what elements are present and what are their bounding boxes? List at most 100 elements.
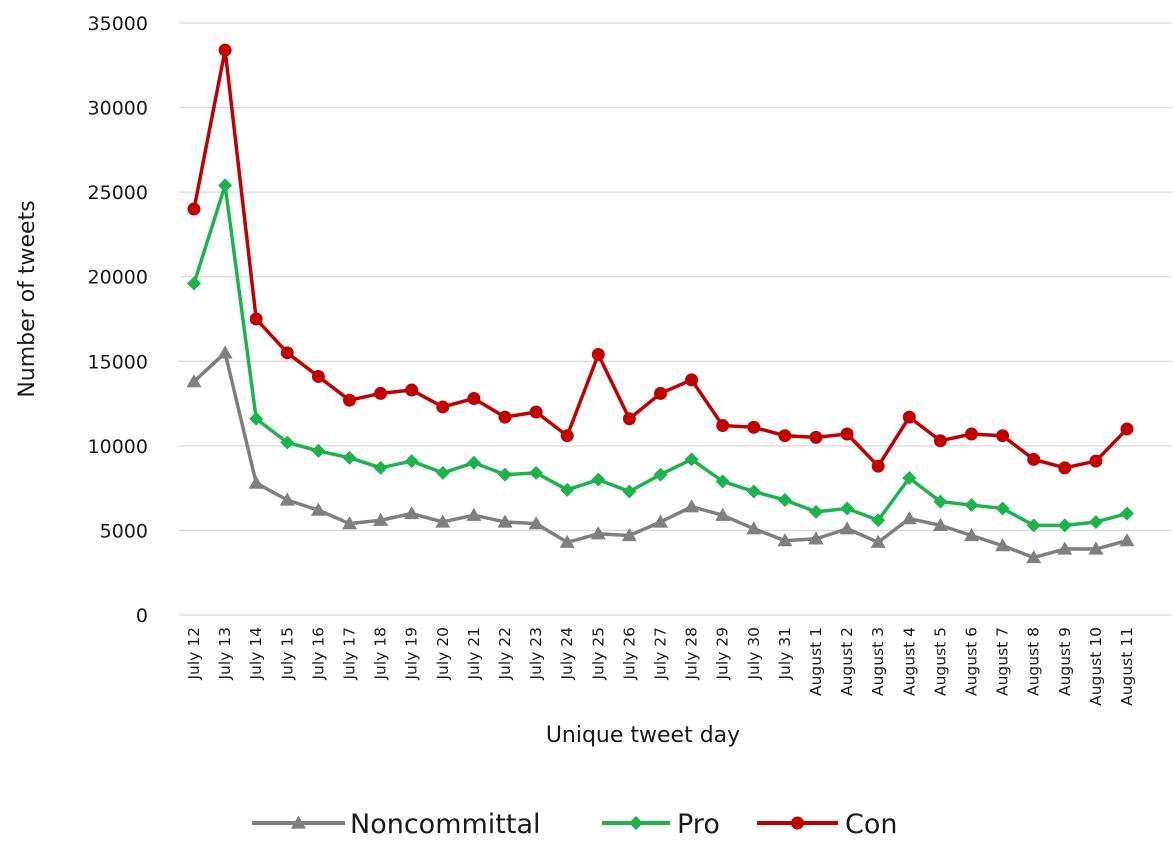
data-point (996, 429, 1010, 443)
data-point (965, 427, 978, 441)
data-point (528, 516, 544, 530)
data-point (964, 528, 979, 542)
legend-item-pro: Pro (602, 809, 720, 840)
legend: Noncommittal Pro Con (252, 809, 897, 840)
data-point (280, 435, 295, 450)
x-tick-label: August 3 (869, 627, 887, 696)
data-point (1026, 518, 1041, 533)
data-point (1057, 541, 1073, 555)
data-point (187, 202, 201, 216)
data-point (622, 484, 637, 499)
data-point (311, 370, 325, 384)
x-tick-label: August 6 (963, 627, 981, 696)
data-point (653, 467, 668, 482)
data-point (932, 517, 948, 531)
x-tick-label: July 21 (465, 627, 483, 681)
x-tick-label: July 28 (683, 627, 701, 681)
legend-label: Noncommittal (350, 809, 541, 840)
legend-item-noncommittal: Noncommittal (252, 809, 541, 840)
data-point (871, 513, 886, 528)
x-tick-label: July 29 (714, 627, 732, 681)
data-point (591, 348, 605, 362)
data-point (809, 430, 823, 444)
data-point (311, 443, 326, 458)
data-point (467, 391, 481, 405)
data-point (777, 533, 793, 547)
data-point (902, 470, 917, 485)
y-axis-title: Number of tweets (15, 200, 40, 397)
data-point (839, 521, 855, 535)
x-tick-label: July 15 (278, 627, 296, 681)
data-point (498, 467, 512, 482)
y-tick-label: 5000 (100, 520, 148, 542)
x-tick-label: July 17 (341, 627, 359, 681)
data-point (1088, 541, 1104, 555)
x-tick-label: July 14 (247, 627, 265, 681)
data-point (840, 501, 855, 516)
data-point (777, 492, 792, 507)
data-point (342, 450, 357, 465)
x-tick-label: August 9 (1056, 627, 1074, 696)
x-tick-label: August 1 (807, 627, 825, 696)
data-point (559, 534, 575, 548)
x-tick-label: August 8 (1025, 627, 1043, 696)
data-point (466, 455, 481, 470)
x-tick-label: July 24 (558, 627, 576, 681)
x-tick-label: August 7 (994, 627, 1012, 696)
x-tick-label: July 27 (652, 627, 670, 681)
data-point (435, 465, 450, 480)
data-point (218, 178, 233, 193)
legend-label: Con (845, 809, 897, 840)
x-tick-label: August 2 (838, 627, 856, 696)
y-tick-label: 20000 (88, 267, 148, 289)
x-axis-title: Unique tweet day (546, 723, 740, 748)
series-noncommittal (186, 345, 1135, 564)
x-tick-label: July 13 (216, 627, 234, 681)
data-point (964, 498, 979, 513)
legend-marker (629, 816, 643, 830)
legend-marker (291, 815, 306, 829)
data-point (1058, 461, 1072, 475)
data-point (405, 383, 419, 397)
data-point (778, 429, 792, 443)
data-point (809, 504, 823, 519)
x-tick-label: July 19 (403, 627, 421, 681)
x-tick-label: July 31 (776, 627, 794, 681)
legend-marker (791, 816, 804, 830)
data-point (404, 454, 419, 469)
data-point (933, 434, 947, 448)
data-point (995, 501, 1010, 516)
y-tick-label: 15000 (88, 351, 148, 373)
x-axis-ticks: July 12 July 13 July 14 July 15 July 16 July … (185, 627, 1136, 706)
data-point (870, 534, 886, 548)
data-point (560, 482, 575, 497)
data-point (840, 427, 854, 441)
legend-label: Pro (677, 809, 720, 840)
x-tick-label: July 12 (185, 627, 203, 681)
data-point (529, 465, 544, 480)
data-point (466, 507, 482, 521)
data-point (1089, 454, 1103, 468)
data-point (1120, 422, 1134, 436)
x-tick-label: August 10 (1087, 627, 1105, 706)
x-tick-label: July 30 (745, 627, 763, 681)
data-point (871, 459, 885, 473)
x-tick-label: July 26 (620, 627, 638, 681)
data-point (1119, 533, 1135, 547)
x-tick-label: July 20 (434, 627, 452, 681)
data-point (342, 516, 357, 530)
x-tick-label: July 16 (309, 627, 327, 681)
data-point (684, 499, 700, 513)
data-point (249, 312, 263, 326)
y-tick-label: 10000 (88, 436, 148, 458)
y-tick-label: 35000 (88, 13, 148, 35)
x-tick-label: August 11 (1118, 627, 1136, 706)
data-point (497, 514, 513, 528)
data-point (684, 452, 699, 467)
data-point (715, 507, 731, 521)
x-tick-label: August 4 (900, 627, 918, 696)
data-point (218, 43, 232, 57)
data-point (995, 538, 1011, 552)
data-point (374, 386, 388, 400)
data-point (1026, 549, 1042, 564)
